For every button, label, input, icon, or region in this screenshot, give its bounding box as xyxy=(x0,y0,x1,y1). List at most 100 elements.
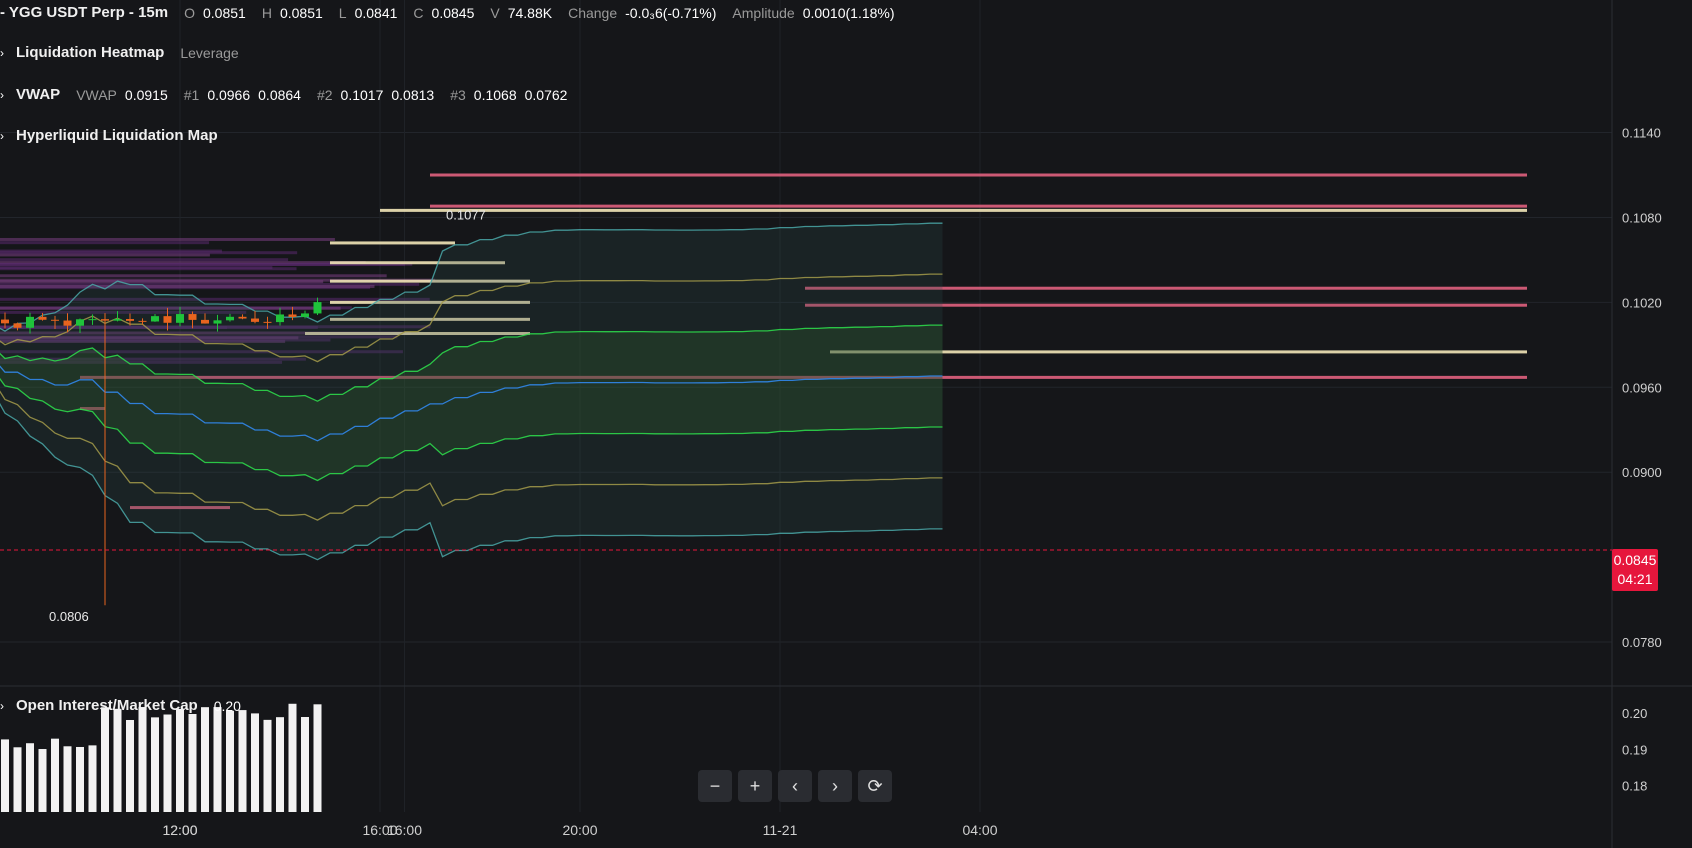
candle xyxy=(63,313,72,333)
candle xyxy=(26,312,34,334)
liquidation-level xyxy=(330,261,505,265)
heatmap-cell xyxy=(0,331,412,335)
heatmap-cell xyxy=(0,297,430,301)
oi-bar xyxy=(276,717,284,812)
heatmap-cell xyxy=(0,360,283,364)
vwap-band-line xyxy=(0,390,943,521)
candle xyxy=(251,310,259,324)
candle-body xyxy=(38,316,47,320)
heatmap-cell xyxy=(0,306,341,310)
liquidation-level xyxy=(305,332,530,336)
oi-title[interactable]: Open Interest/Market Cap xyxy=(16,697,198,714)
oi-bar xyxy=(26,743,34,812)
chevron-right-icon[interactable]: › xyxy=(0,45,4,60)
oi-tick-label: 0.18 xyxy=(1622,779,1647,794)
oi-legend[interactable]: › Open Interest/Market Cap 0.20 xyxy=(0,697,241,714)
heatmap-cell xyxy=(0,338,331,342)
candle xyxy=(38,312,47,321)
candle xyxy=(276,307,284,326)
oi-bar xyxy=(101,707,109,812)
heatmap-cell xyxy=(0,310,247,314)
candle xyxy=(176,306,184,327)
current-price-tag: 0.0845 04:21 xyxy=(1612,549,1658,591)
candle xyxy=(1,312,9,329)
x-tick-label: 16:00 xyxy=(362,822,397,838)
candle-body xyxy=(263,321,272,323)
heatmap-cell xyxy=(0,280,324,284)
candle xyxy=(213,314,222,332)
oi-bar xyxy=(213,707,222,812)
hyperliquid-title[interactable]: Hyperliquid Liquidation Map xyxy=(16,127,218,144)
zoom-in-button[interactable]: + xyxy=(738,770,772,802)
oi-bar xyxy=(226,710,234,812)
candle xyxy=(51,315,59,329)
heatmap-title[interactable]: Liquidation Heatmap xyxy=(16,44,165,61)
vwap-band-line xyxy=(0,273,943,363)
oi-bar xyxy=(176,708,184,812)
oi-tick-label: 0.20 xyxy=(1622,706,1647,721)
liquidation-level xyxy=(380,208,1527,212)
symbol-title[interactable]: - YGG USDT Perp - 15m xyxy=(0,4,169,21)
liquidation-level xyxy=(330,300,530,304)
volume-label: V xyxy=(490,4,500,21)
heatmap-cell xyxy=(0,357,306,361)
vwap-legend[interactable]: › VWAP VWAP 0.0915 #1 0.0966 0.0864 #2 0.101… xyxy=(0,86,567,103)
x-tick-label: 04:00 xyxy=(962,822,997,838)
change-label: Change xyxy=(568,4,618,21)
heatmap-legend[interactable]: › Liquidation Heatmap Leverage xyxy=(0,44,239,61)
band3-upper: 0.1068 xyxy=(473,86,517,103)
candle xyxy=(88,314,97,325)
candle-body xyxy=(276,314,284,323)
vwap-label: VWAP xyxy=(76,86,117,103)
heatmap-cell xyxy=(0,258,289,262)
heatmap-cell xyxy=(0,262,413,266)
amplitude-value: 0.0010(1.18%) xyxy=(802,4,895,21)
vwap-band-line xyxy=(0,402,943,561)
oi-bar xyxy=(263,719,272,812)
x-tick-label: 20:00 xyxy=(562,822,597,838)
candle-body xyxy=(226,316,234,321)
y-tick-label: 0.1140 xyxy=(1622,126,1661,141)
vwap-band-fill xyxy=(0,325,943,481)
heatmap-param: Leverage xyxy=(180,44,239,61)
scroll-left-button[interactable]: ‹ xyxy=(778,770,812,802)
candle xyxy=(13,322,22,331)
candle-body xyxy=(176,314,184,323)
oi-bar xyxy=(151,717,159,812)
band1-lower: 0.0864 xyxy=(258,86,301,103)
candle-body xyxy=(238,316,247,319)
candle xyxy=(301,310,309,319)
candle-countdown: 04:21 xyxy=(1617,571,1653,587)
open-value: 0.0851 xyxy=(203,4,246,21)
scroll-right-button[interactable]: › xyxy=(818,770,852,802)
chevron-right-icon[interactable]: › xyxy=(0,698,4,713)
oi-bar xyxy=(113,708,122,812)
vwap-title[interactable]: VWAP xyxy=(16,86,61,103)
chevron-right-icon[interactable]: › xyxy=(0,128,4,143)
zoom-out-button[interactable]: − xyxy=(698,770,732,802)
oi-bar xyxy=(1,739,9,812)
chevron-right-icon[interactable]: › xyxy=(0,87,4,102)
liquidation-level xyxy=(80,375,1527,379)
current-price: 0.0845 xyxy=(1613,552,1657,568)
hyperliquid-legend[interactable]: › Hyperliquid Liquidation Map xyxy=(0,127,218,144)
close-value: 0.0845 xyxy=(431,4,475,21)
liquidation-level xyxy=(330,279,530,283)
oi-bar xyxy=(301,717,309,812)
vwap-band-line xyxy=(0,377,943,482)
candle-body xyxy=(163,316,172,323)
band2-lower: 0.0813 xyxy=(391,86,435,103)
oi-bar xyxy=(38,749,47,812)
liquidation-level xyxy=(430,173,1527,177)
heatmap-cell xyxy=(0,336,299,340)
candle xyxy=(288,306,297,321)
axes: 0.1140 0.1080 0.1020 0.0960 0.0900 0.0780 0.20… xyxy=(162,126,1661,838)
heatmap-cell xyxy=(0,253,210,257)
reset-chart-button[interactable]: ⟳ xyxy=(858,770,892,802)
heatmap-cell xyxy=(0,274,387,278)
heatmap-cell xyxy=(0,282,420,286)
candle xyxy=(263,316,272,329)
